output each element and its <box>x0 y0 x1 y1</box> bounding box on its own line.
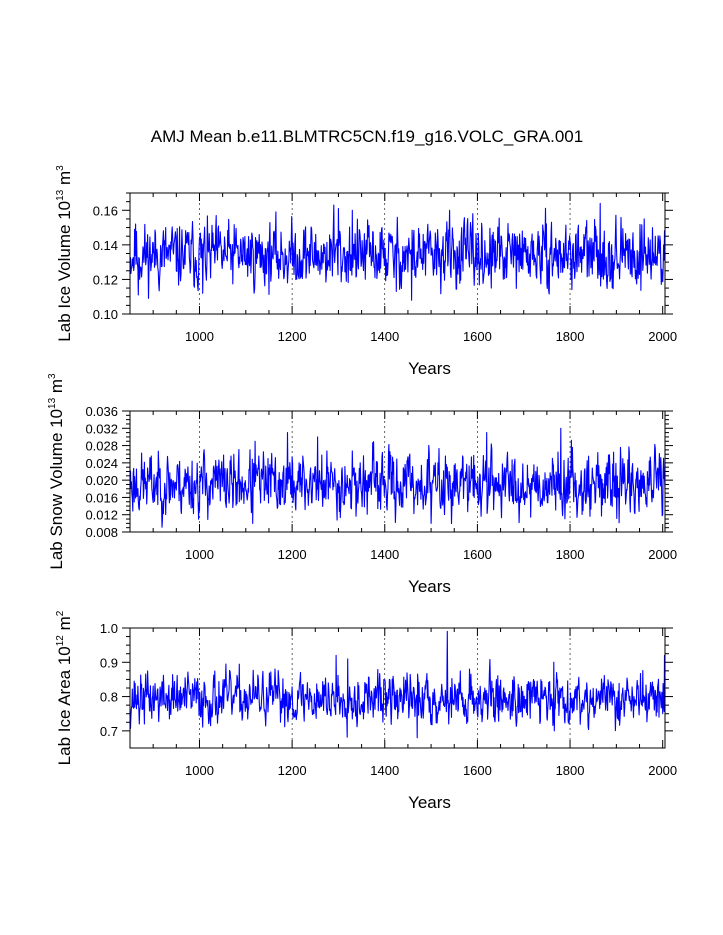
x-tick-label: 1800 <box>556 763 585 778</box>
y-tick-label: 0.12 <box>93 272 118 287</box>
y-tick-label: 0.036 <box>85 404 118 419</box>
y-axis-label-unit: m <box>47 379 66 398</box>
y-tick-label: 0.8 <box>100 690 118 705</box>
figure-title: AMJ Mean b.e11.BLMTRC5CN.f19_g16.VOLC_GR… <box>151 127 583 146</box>
y-tick-label: 0.028 <box>85 439 118 454</box>
panels: 1000 1200 1400 1600 1800 2000 0.10 0.12 0.14 0.16… <box>47 165 677 812</box>
y-tick-label: 0.012 <box>85 508 118 523</box>
y-axis-label-exponent: 13 <box>47 397 58 409</box>
y-axis-label-unit-exponent: 3 <box>55 165 66 171</box>
panel-2: 1000 1200 1400 1600 1800 2000 0.008 0.012 0.016 0… <box>47 373 677 596</box>
y-tick-label: 0.016 <box>85 490 118 505</box>
x-tick-label: 1600 <box>463 763 492 778</box>
x-tick-label: 1200 <box>278 763 307 778</box>
x-axis-label: Years <box>408 793 451 812</box>
x-tick-label: 2000 <box>648 763 677 778</box>
y-axis-label-main: Lab Snow Volume 10 <box>47 409 66 570</box>
y-axis-label-exponent: 13 <box>55 189 66 201</box>
panel-1: 1000 1200 1400 1600 1800 2000 0.10 0.12 0.14 0.16… <box>55 165 677 378</box>
y-axis-label-unit-exponent: 2 <box>55 610 66 616</box>
x-tick-label: 1000 <box>185 329 214 344</box>
data-series-line <box>129 202 666 301</box>
x-axis-label: Years <box>408 577 451 596</box>
y-axis-label-unit: m <box>55 616 74 635</box>
y-axis-label-main: Lab Ice Area 10 <box>55 646 74 765</box>
x-tick-label: 1400 <box>370 329 399 344</box>
x-tick-label: 1000 <box>185 763 214 778</box>
x-tick-label: 1800 <box>556 547 585 562</box>
y-axis-label: Lab Ice Volume 1013 m3 <box>55 165 74 342</box>
y-tick-label: 0.032 <box>85 421 118 436</box>
y-tick-label: 0.16 <box>93 203 118 218</box>
y-tick-label: 0.020 <box>85 473 118 488</box>
y-tick-label: 1.0 <box>100 621 118 636</box>
x-tick-label: 1400 <box>370 547 399 562</box>
y-tick-label: 0.10 <box>93 307 118 322</box>
y-axis-label-exponent: 12 <box>55 635 66 647</box>
x-tick-label: 2000 <box>648 329 677 344</box>
x-tick-label: 1800 <box>556 329 585 344</box>
y-tick-label: 0.7 <box>100 724 118 739</box>
y-axis-label-main: Lab Ice Volume 10 <box>55 201 74 342</box>
y-tick-label: 0.14 <box>93 238 118 253</box>
plot-frame <box>129 627 666 749</box>
y-axis-label: Lab Snow Volume 1013 m3 <box>47 373 66 570</box>
x-tick-label: 1600 <box>463 329 492 344</box>
y-tick-label: 0.008 <box>85 525 118 540</box>
x-tick-label: 1200 <box>278 547 307 562</box>
x-tick-label: 1000 <box>185 547 214 562</box>
y-axis-label-unit: m <box>55 171 74 190</box>
data-series-line <box>129 427 666 528</box>
x-tick-label: 1400 <box>370 763 399 778</box>
x-tick-label: 1200 <box>278 329 307 344</box>
panel-3: 1000 1200 1400 1600 1800 2000 0.7 0.8 0.9 1.0 Year… <box>55 610 677 812</box>
y-tick-label: 0.024 <box>85 456 118 471</box>
x-axis-label: Years <box>408 359 451 378</box>
x-tick-label: 2000 <box>648 547 677 562</box>
y-axis-label-unit-exponent: 3 <box>47 373 58 379</box>
y-tick-label: 0.9 <box>100 655 118 670</box>
y-axis-label: Lab Ice Area 1012 m2 <box>55 610 74 765</box>
x-tick-label: 1600 <box>463 547 492 562</box>
data-series-line <box>129 630 666 739</box>
